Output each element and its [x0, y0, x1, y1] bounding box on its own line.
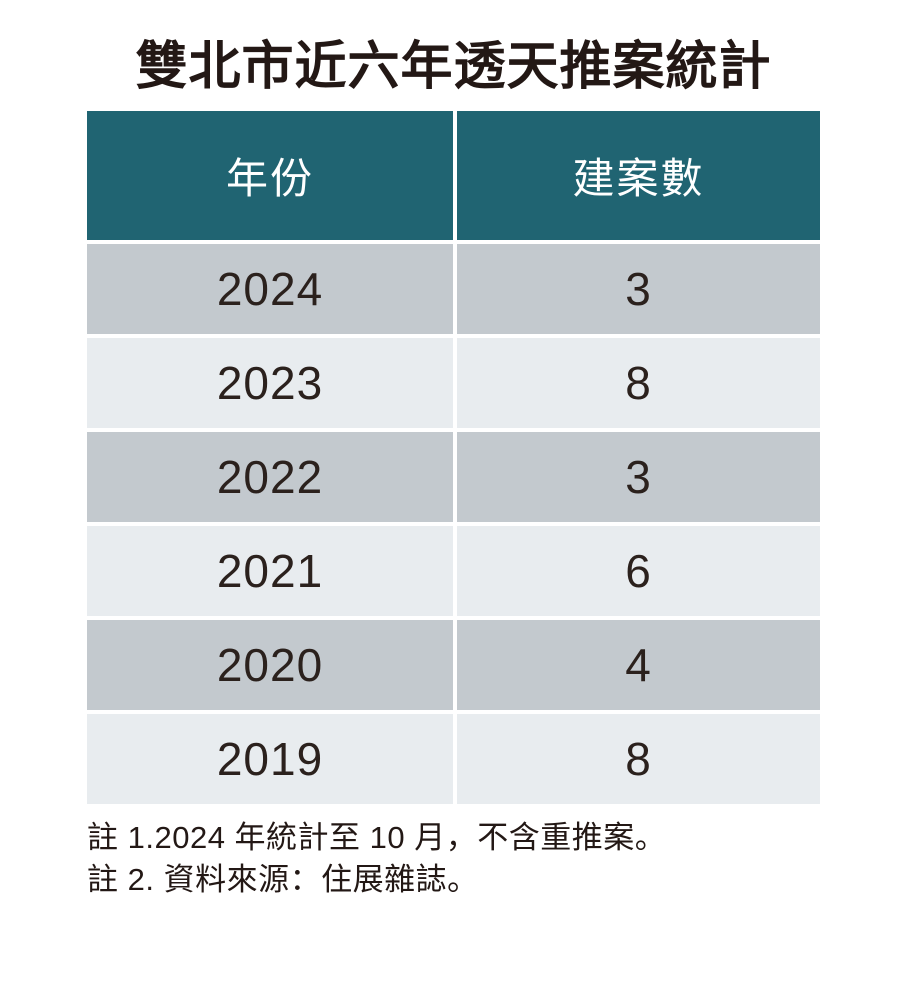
table-cell-year-2020: 2020 [87, 620, 453, 710]
table-cell-year-2024: 2024 [87, 244, 453, 334]
table-cell-count-2019: 8 [457, 714, 820, 804]
table-cell-count-2022: 3 [457, 432, 820, 522]
table-header-year: 年份 [87, 111, 453, 240]
statistics-table: 年份 建案數 2024 3 2023 8 2022 3 2021 6 2020 … [87, 111, 820, 804]
table-cell-count-2021: 6 [457, 526, 820, 616]
table-cell-year-2023: 2023 [87, 338, 453, 428]
table-cell-count-2020: 4 [457, 620, 820, 710]
table-header-count: 建案數 [457, 111, 820, 240]
table-cell-count-2024: 3 [457, 244, 820, 334]
footnotes: 註 1.2024 年統計至 10 月，不含重推案。 註 2. 資料來源：住展雜誌… [87, 817, 847, 901]
chart-title: 雙北市近六年透天推案統計 [135, 38, 772, 96]
table-cell-year-2019: 2019 [87, 714, 453, 804]
footnote-1: 註 1.2024 年統計至 10 月，不含重推案。 [87, 820, 667, 855]
table-cell-year-2021: 2021 [87, 526, 453, 616]
footnote-2: 註 2. 資料來源：住展雜誌。 [87, 862, 479, 897]
table-cell-count-2023: 8 [457, 338, 820, 428]
table-cell-year-2022: 2022 [87, 432, 453, 522]
